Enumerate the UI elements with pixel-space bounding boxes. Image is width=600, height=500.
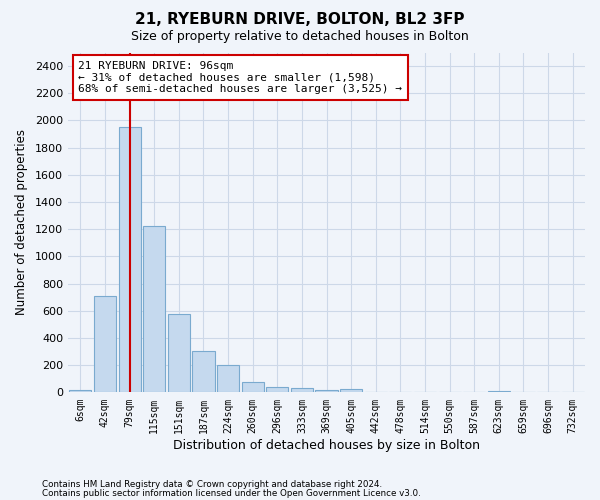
Bar [193,351,215,393]
Bar [488,391,510,392]
Bar [291,388,313,392]
Text: Size of property relative to detached houses in Bolton: Size of property relative to detached ho… [131,30,469,43]
Bar [266,387,289,392]
X-axis label: Distribution of detached houses by size in Bolton: Distribution of detached houses by size … [173,440,480,452]
Bar [119,128,140,392]
Bar [94,296,116,392]
Bar [143,226,165,392]
Text: Contains HM Land Registry data © Crown copyright and database right 2024.: Contains HM Land Registry data © Crown c… [42,480,382,489]
Bar [242,382,264,392]
Y-axis label: Number of detached properties: Number of detached properties [15,130,28,316]
Text: 21, RYEBURN DRIVE, BOLTON, BL2 3FP: 21, RYEBURN DRIVE, BOLTON, BL2 3FP [135,12,465,26]
Bar [217,364,239,392]
Text: Contains public sector information licensed under the Open Government Licence v3: Contains public sector information licen… [42,488,421,498]
Bar [316,390,338,392]
Bar [69,390,91,392]
Bar [168,314,190,392]
Text: 21 RYEBURN DRIVE: 96sqm
← 31% of detached houses are smaller (1,598)
68% of semi: 21 RYEBURN DRIVE: 96sqm ← 31% of detache… [79,61,403,94]
Bar [340,389,362,392]
